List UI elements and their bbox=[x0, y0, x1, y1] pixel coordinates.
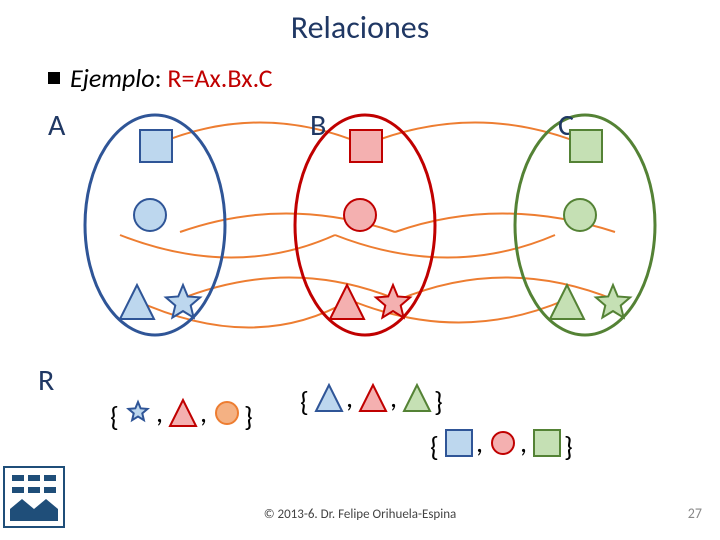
svg-text:,: , bbox=[476, 425, 483, 460]
copyright-footer: © 2013-6. Dr. Felipe Orihuela-Espina bbox=[0, 507, 720, 522]
svg-text:}: } bbox=[434, 384, 443, 419]
inaoe-logo bbox=[2, 465, 66, 534]
svg-text:A: A bbox=[48, 107, 66, 144]
svg-text:{: { bbox=[300, 384, 309, 419]
svg-text:,: , bbox=[390, 380, 397, 415]
svg-text:}: } bbox=[564, 429, 573, 464]
svg-text:B: B bbox=[310, 107, 326, 144]
svg-text:,: , bbox=[520, 425, 527, 460]
svg-text:,: , bbox=[200, 395, 207, 430]
svg-text:{: { bbox=[110, 399, 119, 434]
svg-text:,: , bbox=[156, 395, 163, 430]
svg-text:{: { bbox=[430, 429, 439, 464]
svg-text:,: , bbox=[346, 380, 353, 415]
svg-text:}: } bbox=[244, 399, 253, 434]
page-number: 27 bbox=[688, 505, 702, 522]
svg-text:R: R bbox=[38, 362, 54, 399]
diagram-canvas: ABCR {,,}{,,}{,,} bbox=[0, 0, 720, 540]
